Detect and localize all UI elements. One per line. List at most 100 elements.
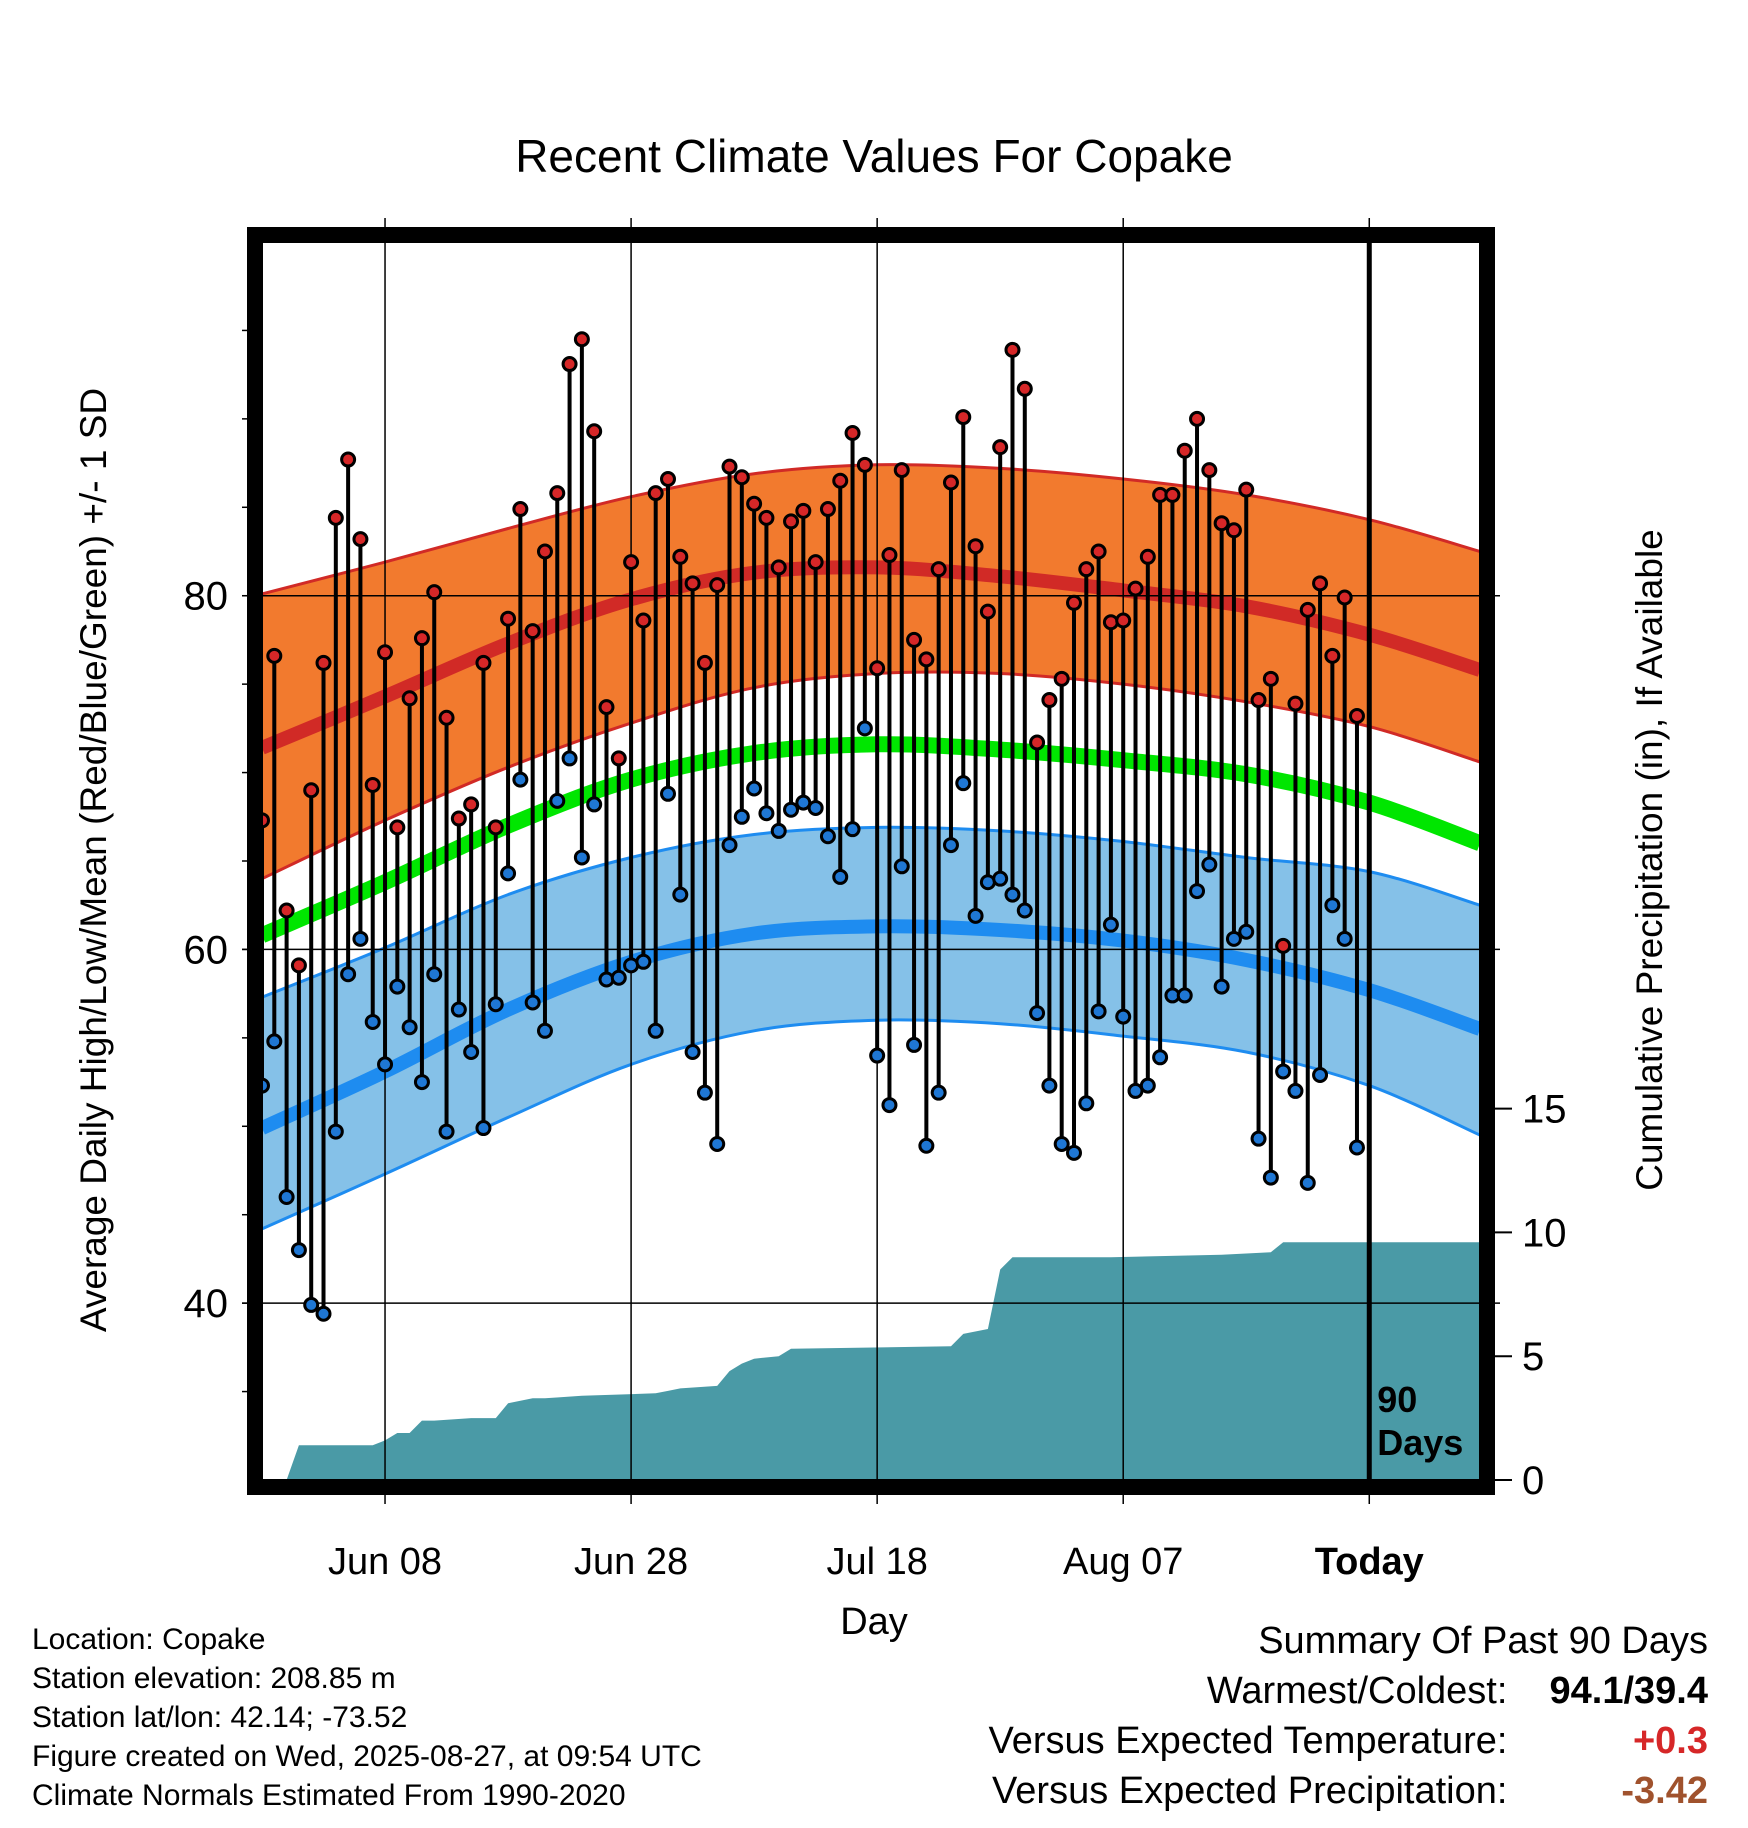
daily-low-point (438, 1123, 455, 1140)
summary-temp-row: Versus Expected Temperature: +0.3 (989, 1716, 1708, 1766)
daily-high-point (438, 709, 455, 726)
daily-low-point (807, 799, 824, 816)
daily-high-point (315, 654, 332, 671)
daily-high-point (586, 423, 603, 440)
daily-low-point (721, 837, 738, 854)
daily-high-point (340, 451, 357, 468)
daily-high-point (463, 796, 480, 813)
summary-precip-row: Versus Expected Precipitation: -3.42 (989, 1766, 1708, 1816)
daily-high-point (610, 750, 627, 767)
daily-low-point (401, 1019, 418, 1036)
daily-low-point (1201, 856, 1218, 873)
daily-high-point (1078, 561, 1095, 578)
daily-low-point (844, 821, 861, 838)
daily-high-point (1262, 670, 1279, 687)
daily-high-point (721, 458, 738, 475)
daily-low-point (524, 994, 541, 1011)
daily-high-point (1225, 522, 1242, 539)
daily-low-point (475, 1120, 492, 1137)
daily-high-point (746, 495, 763, 512)
daily-high-point (844, 425, 861, 442)
daily-high-point (598, 699, 615, 716)
daily-high-point (1287, 695, 1304, 712)
daily-low-point (1139, 1077, 1156, 1094)
daily-high-point (1213, 515, 1230, 532)
daily-high-point (832, 472, 849, 489)
daily-high-point (561, 356, 578, 373)
station-location: Location: Copake (32, 1623, 266, 1656)
daily-high-point (733, 469, 750, 486)
daily-high-point (1066, 594, 1082, 611)
daily-low-point (426, 966, 443, 983)
daily-low-point (266, 1033, 283, 1050)
daily-low-point (770, 822, 787, 839)
daily-low-point (1250, 1130, 1267, 1147)
daily-low-point (942, 837, 959, 854)
y-axis-label: Average Daily High/Low/Mean (Red/Blue/Gr… (73, 388, 114, 1332)
daily-low-point (672, 886, 689, 903)
daily-high-point (807, 554, 824, 571)
daily-low-point (1299, 1174, 1316, 1191)
station-latlon: Station lat/lon: 42.14; -73.52 (32, 1701, 408, 1734)
x-axis-label: Day (840, 1601, 908, 1643)
daily-low-point (746, 780, 763, 797)
daily-high-point (1250, 692, 1267, 709)
daily-high-point (524, 623, 541, 640)
daily-low-point (352, 930, 369, 947)
daily-high-point (979, 603, 996, 620)
daily-high-point (1029, 734, 1046, 751)
daily-low-point (500, 865, 517, 882)
x-tick-label: Today (1315, 1541, 1424, 1583)
daily-high-point (1238, 481, 1255, 498)
daily-high-point (1016, 380, 1033, 397)
daily-low-point (512, 771, 529, 788)
daily-low-point (549, 792, 566, 809)
daily-low-point (1348, 1139, 1365, 1156)
daily-high-point (1201, 462, 1218, 479)
daily-high-point (1115, 612, 1132, 629)
figure-created: Figure created on Wed, 2025-08-27, at 09… (32, 1740, 702, 1773)
daily-high-point (1348, 707, 1365, 724)
daily-low-point (1287, 1082, 1304, 1099)
daily-high-point (819, 501, 836, 518)
summary-panel: Summary Of Past 90 Days Warmest/Coldest:… (989, 1616, 1708, 1816)
y2-tick-label: 10 (1522, 1211, 1567, 1255)
daily-low-point (315, 1305, 332, 1322)
daily-low-point (340, 966, 357, 983)
daily-low-point (1078, 1095, 1095, 1112)
daily-low-point (573, 849, 590, 866)
daily-high-point (696, 654, 713, 671)
station-elevation: Station elevation: 208.85 m (32, 1662, 396, 1695)
daily-high-point (1004, 341, 1021, 358)
daily-high-point (770, 559, 787, 576)
station-info: Location: Copake Station elevation: 208.… (32, 1620, 702, 1815)
x-tick-label: Jun 28 (574, 1541, 688, 1583)
daily-high-point (942, 474, 959, 491)
daily-high-point (364, 776, 381, 793)
daily-high-point (783, 513, 800, 530)
daily-low-point (684, 1044, 701, 1061)
daily-high-point (647, 485, 664, 502)
daily-low-point (1066, 1144, 1082, 1161)
daily-high-point (377, 644, 394, 661)
daily-low-point (696, 1084, 713, 1101)
daily-low-point (893, 858, 910, 875)
daily-high-point (1189, 410, 1206, 427)
daily-low-point (610, 969, 627, 986)
daily-high-point (635, 612, 652, 629)
daily-high-point (918, 651, 935, 668)
daily-high-point (303, 782, 320, 799)
daily-low-point (487, 996, 504, 1013)
y-tick-label: 60 (184, 928, 229, 972)
daily-high-point (536, 543, 553, 560)
precip-anomaly-value: -3.42 (1621, 1770, 1708, 1812)
y-tick-label: 80 (184, 575, 229, 619)
daily-low-point (1115, 1008, 1132, 1025)
daily-low-point (660, 785, 676, 802)
daily-high-point (992, 439, 1009, 456)
y2-tick-label: 5 (1522, 1335, 1544, 1379)
today-label-days-count: 90 (1377, 1379, 1417, 1420)
daily-high-point (290, 957, 307, 974)
